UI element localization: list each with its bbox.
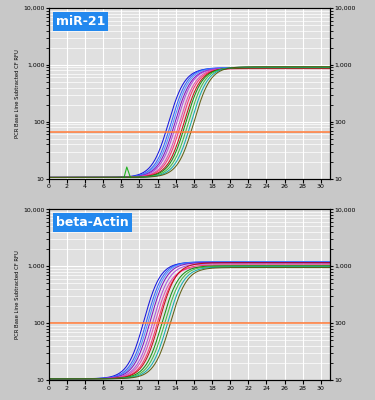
Y-axis label: PCR Base Line Subtracted CF RFU: PCR Base Line Subtracted CF RFU bbox=[15, 250, 20, 339]
Text: miR-21: miR-21 bbox=[56, 15, 105, 28]
Text: beta-Actin: beta-Actin bbox=[56, 216, 129, 229]
Y-axis label: PCR Base Line Subtracted CF RFU: PCR Base Line Subtracted CF RFU bbox=[15, 49, 20, 138]
